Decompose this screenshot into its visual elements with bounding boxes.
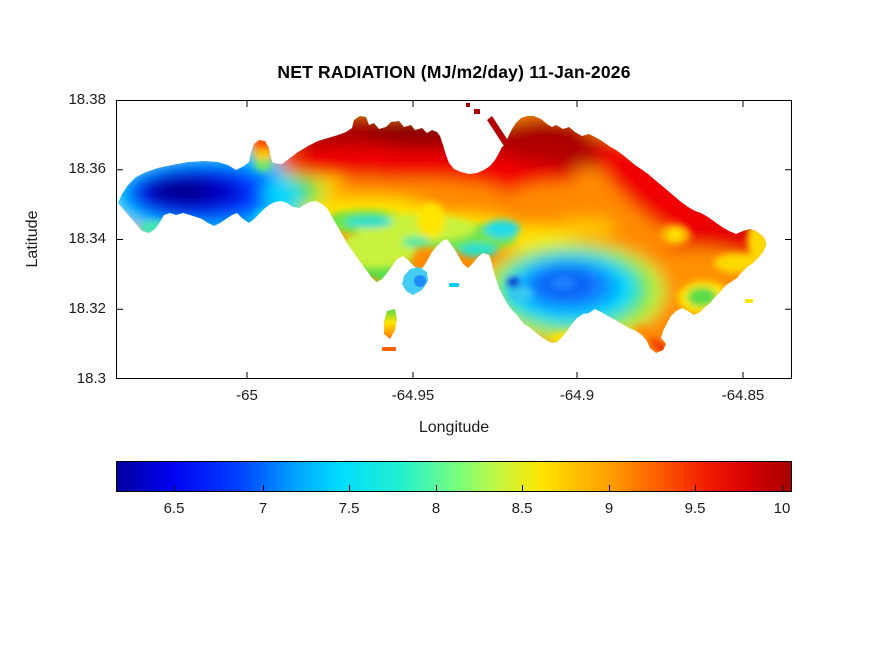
colorbar-tick-label: 7 (258, 500, 268, 517)
colorbar-tick (436, 485, 437, 491)
colorbar-tick-label: 8 (431, 500, 441, 517)
colorbar-tick (174, 485, 175, 491)
island-color-field (118, 116, 766, 353)
colorbar-tick (609, 485, 610, 491)
colorbar-tick-label: 9 (604, 500, 614, 517)
y-tick-label: 18.32 (68, 299, 106, 317)
y-tick-label: 18.36 (68, 160, 106, 178)
plot-area (116, 100, 792, 379)
colorbar-tick (522, 485, 523, 491)
axes-box (116, 100, 792, 379)
contour-map (116, 100, 792, 379)
colorbar (116, 461, 792, 492)
colorbar-tick (263, 485, 264, 491)
x-tick-label: -64.9 (559, 387, 595, 404)
colorbar-tick-label: 6.5 (163, 500, 185, 517)
y-tick-label: 18.3 (76, 369, 106, 387)
colorbar-tick (349, 485, 350, 491)
y-tick-label: 18.34 (68, 230, 106, 247)
offshore-cays (382, 267, 753, 351)
colorbar-tick-label: 8.5 (511, 500, 533, 517)
colorbar-tick (782, 485, 783, 491)
x-tick-label: -65 (236, 387, 258, 404)
north-peninsula-streak (466, 103, 509, 146)
x-tick-label: -64.85 (721, 387, 765, 404)
colorbar-tick-label: 10 (773, 500, 791, 517)
colorbar-tick-label: 7.5 (338, 500, 360, 517)
x-tick-label: -64.95 (391, 387, 435, 404)
y-tick-label: 18.38 (68, 90, 106, 108)
colorbar-tick-label: 9.5 (684, 500, 706, 517)
chart-title: NET RADIATION (MJ/m2/day) 11-Jan-2026 (277, 62, 631, 82)
x-axis-label: Longitude (418, 419, 490, 436)
colorbar-tick (695, 485, 696, 491)
